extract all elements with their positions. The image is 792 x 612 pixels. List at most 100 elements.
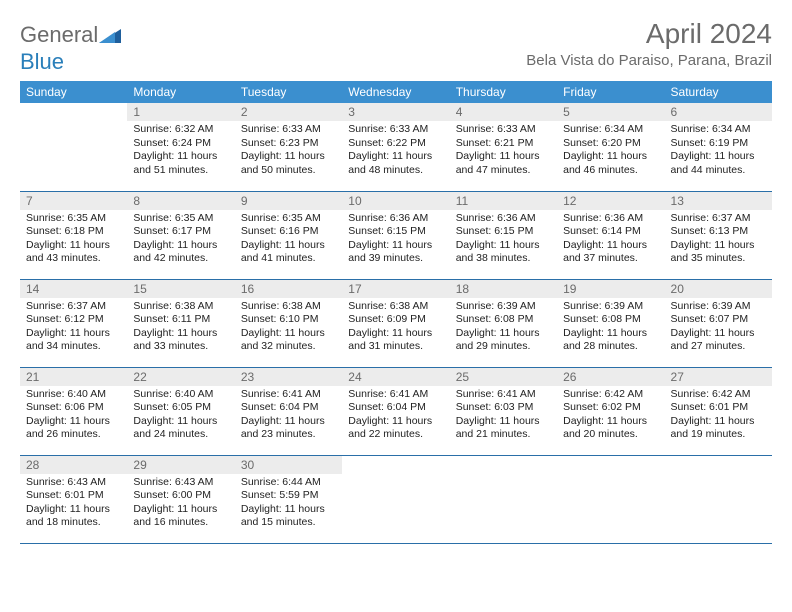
calendar-cell: 9Sunrise: 6:35 AMSunset: 6:16 PMDaylight…	[235, 191, 342, 279]
day-body: Sunrise: 6:43 AMSunset: 6:01 PMDaylight:…	[20, 474, 127, 534]
sunset-text: Sunset: 6:24 PM	[133, 137, 228, 150]
day-number: 11	[450, 192, 557, 210]
calendar-cell: 2Sunrise: 6:33 AMSunset: 6:23 PMDaylight…	[235, 103, 342, 191]
daylight-text: Daylight: 11 hours and 22 minutes.	[348, 415, 443, 442]
sunrise-text: Sunrise: 6:36 AM	[348, 212, 443, 225]
sunrise-text: Sunrise: 6:43 AM	[133, 476, 228, 489]
dow-friday: Friday	[557, 81, 664, 103]
day-body: Sunrise: 6:35 AMSunset: 6:17 PMDaylight:…	[127, 210, 234, 270]
day-body: Sunrise: 6:39 AMSunset: 6:08 PMDaylight:…	[557, 298, 664, 358]
sunrise-text: Sunrise: 6:44 AM	[241, 476, 336, 489]
day-body: Sunrise: 6:33 AMSunset: 6:21 PMDaylight:…	[450, 121, 557, 181]
dow-wednesday: Wednesday	[342, 81, 449, 103]
day-number: 3	[342, 103, 449, 121]
day-number: 30	[235, 456, 342, 474]
sunset-text: Sunset: 6:07 PM	[671, 313, 766, 326]
dow-saturday: Saturday	[665, 81, 772, 103]
brand-general: General	[20, 22, 98, 47]
sunrise-text: Sunrise: 6:38 AM	[348, 300, 443, 313]
day-number: 25	[450, 368, 557, 386]
day-body: Sunrise: 6:37 AMSunset: 6:12 PMDaylight:…	[20, 298, 127, 358]
day-body: Sunrise: 6:35 AMSunset: 6:18 PMDaylight:…	[20, 210, 127, 270]
sunset-text: Sunset: 6:22 PM	[348, 137, 443, 150]
day-number: 17	[342, 280, 449, 298]
calendar-cell: 16Sunrise: 6:38 AMSunset: 6:10 PMDayligh…	[235, 279, 342, 367]
day-body: Sunrise: 6:35 AMSunset: 6:16 PMDaylight:…	[235, 210, 342, 270]
location-text: Bela Vista do Paraiso, Parana, Brazil	[526, 52, 772, 69]
calendar-cell: 15 Sunrise: 6:38 AMSunset: 6:11 PMDayligh…	[127, 279, 234, 367]
calendar-page: GeneralBlue April 2024 Bela Vista do Par…	[0, 0, 792, 562]
sunset-text: Sunset: 6:00 PM	[133, 489, 228, 502]
brand-triangle-icon	[99, 23, 121, 49]
day-number: 15	[127, 280, 234, 298]
sunset-text: Sunset: 6:11 PM	[133, 313, 228, 326]
calendar-cell: 21Sunrise: 6:40 AMSunset: 6:06 PMDayligh…	[20, 367, 127, 455]
calendar-cell: 25Sunrise: 6:41 AMSunset: 6:03 PMDayligh…	[450, 367, 557, 455]
day-body: Sunrise: 6:43 AMSunset: 6:00 PMDaylight:…	[127, 474, 234, 534]
calendar-cell: 1Sunrise: 6:32 AMSunset: 6:24 PMDaylight…	[127, 103, 234, 191]
day-number	[450, 456, 557, 474]
calendar-table: Sunday Monday Tuesday Wednesday Thursday…	[20, 81, 772, 544]
daylight-text: Daylight: 11 hours and 42 minutes.	[133, 239, 228, 266]
calendar-cell: 26Sunrise: 6:42 AMSunset: 6:02 PMDayligh…	[557, 367, 664, 455]
daylight-text: Daylight: 11 hours and 19 minutes.	[671, 415, 766, 442]
day-body: Sunrise: 6:33 AMSunset: 6:22 PMDaylight:…	[342, 121, 449, 181]
day-number	[557, 456, 664, 474]
day-body: Sunrise: 6:33 AMSunset: 6:23 PMDaylight:…	[235, 121, 342, 181]
calendar-cell: 30 Sunrise: 6:44 AMSunset: 5:59 PMDayligh…	[235, 455, 342, 543]
calendar-cell: 23Sunrise: 6:41 AMSunset: 6:04 PMDayligh…	[235, 367, 342, 455]
brand-logo: GeneralBlue	[20, 18, 121, 75]
calendar-body: 1Sunrise: 6:32 AMSunset: 6:24 PMDaylight…	[20, 103, 772, 543]
sunset-text: Sunset: 5:59 PM	[241, 489, 336, 502]
sunrise-text: Sunrise: 6:34 AM	[671, 123, 766, 136]
daylight-text: Daylight: 11 hours and 23 minutes.	[241, 415, 336, 442]
calendar-cell: 29Sunrise: 6:43 AMSunset: 6:00 PMDayligh…	[127, 455, 234, 543]
daylight-text: Daylight: 11 hours and 33 minutes.	[133, 327, 228, 354]
daylight-text: Daylight: 11 hours and 44 minutes.	[671, 150, 766, 177]
day-number: 5	[557, 103, 664, 121]
calendar-cell: 10Sunrise: 6:36 AMSunset: 6:15 PMDayligh…	[342, 191, 449, 279]
day-number	[342, 456, 449, 474]
sunrise-text: Sunrise: 6:32 AM	[133, 123, 228, 136]
day-number	[20, 103, 127, 121]
sunset-text: Sunset: 6:01 PM	[671, 401, 766, 414]
day-number: 23	[235, 368, 342, 386]
page-header: GeneralBlue April 2024 Bela Vista do Par…	[20, 18, 772, 75]
daylight-text: Daylight: 11 hours and 32 minutes.	[241, 327, 336, 354]
sunrise-text: Sunrise: 6:34 AM	[563, 123, 658, 136]
sunrise-text: Sunrise: 6:38 AM	[241, 300, 336, 313]
sunrise-text: Sunrise: 6:35 AM	[241, 212, 336, 225]
sunset-text: Sunset: 6:16 PM	[241, 225, 336, 238]
day-body: Sunrise: 6:36 AMSunset: 6:15 PMDaylight:…	[450, 210, 557, 270]
day-body: Sunrise: 6:40 AMSunset: 6:06 PMDaylight:…	[20, 386, 127, 446]
daylight-text: Daylight: 11 hours and 21 minutes.	[456, 415, 551, 442]
day-number: 4	[450, 103, 557, 121]
sunrise-text: Sunrise: 6:38 AM	[133, 300, 228, 313]
daylight-text: Daylight: 11 hours and 34 minutes.	[26, 327, 121, 354]
sunset-text: Sunset: 6:20 PM	[563, 137, 658, 150]
day-number: 24	[342, 368, 449, 386]
day-number: 27	[665, 368, 772, 386]
day-body: Sunrise: 6:41 AMSunset: 6:03 PMDaylight:…	[450, 386, 557, 446]
daylight-text: Daylight: 11 hours and 41 minutes.	[241, 239, 336, 266]
sunrise-text: Sunrise: 6:42 AM	[563, 388, 658, 401]
day-number: 16	[235, 280, 342, 298]
calendar-cell: 5Sunrise: 6:34 AMSunset: 6:20 PMDaylight…	[557, 103, 664, 191]
sunset-text: Sunset: 6:13 PM	[671, 225, 766, 238]
calendar-cell: 24Sunrise: 6:41 AMSunset: 6:04 PMDayligh…	[342, 367, 449, 455]
sunrise-text: Sunrise: 6:33 AM	[241, 123, 336, 136]
calendar-cell	[342, 455, 449, 543]
sunrise-text: Sunrise: 6:40 AM	[26, 388, 121, 401]
day-body: Sunrise: 6:34 AMSunset: 6:19 PMDaylight:…	[665, 121, 772, 181]
day-body: Sunrise: 6:40 AMSunset: 6:05 PMDaylight:…	[127, 386, 234, 446]
sunset-text: Sunset: 6:14 PM	[563, 225, 658, 238]
day-body: Sunrise: 6:38 AMSunset: 6:10 PMDaylight:…	[235, 298, 342, 358]
daylight-text: Daylight: 11 hours and 15 minutes.	[241, 503, 336, 530]
calendar-cell: 19Sunrise: 6:39 AMSunset: 6:08 PMDayligh…	[557, 279, 664, 367]
sunrise-text: Sunrise: 6:39 AM	[563, 300, 658, 313]
day-number: 22	[127, 368, 234, 386]
day-number: 20	[665, 280, 772, 298]
dow-tuesday: Tuesday	[235, 81, 342, 103]
day-number: 29	[127, 456, 234, 474]
dow-monday: Monday	[127, 81, 234, 103]
